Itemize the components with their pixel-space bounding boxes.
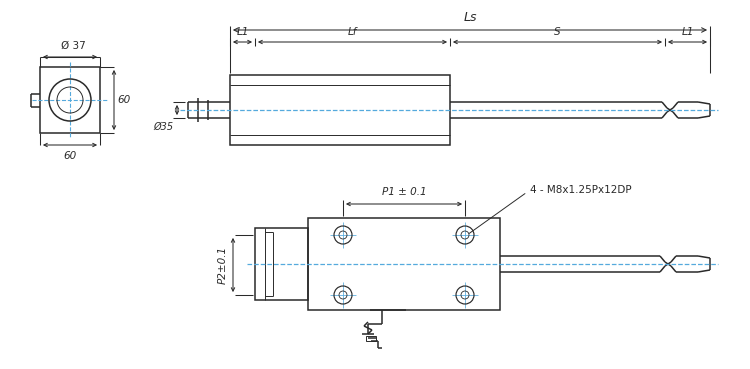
Text: 60: 60: [63, 151, 76, 161]
Text: Ø 37: Ø 37: [61, 41, 86, 51]
Bar: [308, 218, 500, 310]
Text: Ls: Ls: [464, 11, 477, 24]
Text: L1: L1: [681, 27, 694, 37]
Bar: [366, 336, 376, 341]
Text: P2±0.1: P2±0.1: [218, 246, 228, 284]
Text: 60: 60: [117, 95, 130, 105]
Text: Lf: Lf: [348, 27, 357, 37]
Text: Ø35: Ø35: [153, 122, 173, 132]
Text: L1: L1: [236, 27, 249, 37]
Text: S: S: [554, 27, 561, 37]
Bar: [255, 228, 308, 300]
Text: 4 - M8x1.25Px12DP: 4 - M8x1.25Px12DP: [470, 185, 632, 233]
Bar: [40, 67, 100, 133]
Text: P1 ± 0.1: P1 ± 0.1: [382, 187, 426, 197]
Bar: [230, 75, 450, 145]
